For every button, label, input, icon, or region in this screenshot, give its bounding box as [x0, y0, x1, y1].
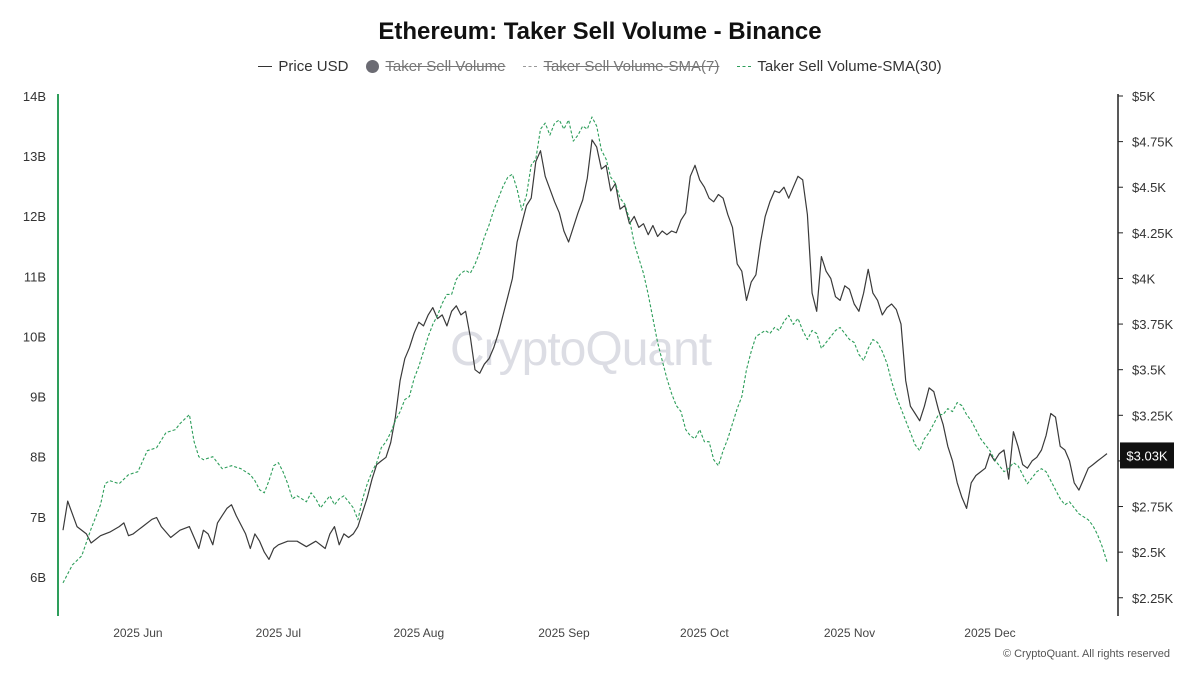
left-tick-label: 8B — [30, 450, 46, 465]
legend-label-price: Price USD — [278, 58, 349, 75]
right-tick-label: $2.5K — [1132, 545, 1166, 560]
right-tick-label: $3.5K — [1132, 363, 1166, 378]
left-tick-label: 10B — [23, 329, 46, 344]
x-tick-label: 2025 Aug — [393, 626, 444, 640]
price-series-line — [62, 139, 1108, 561]
x-tick-label: 2025 Sep — [538, 626, 590, 640]
right-tick-label: $4.5K — [1132, 180, 1166, 195]
right-tick-label: $4K — [1132, 271, 1155, 286]
x-tick-label: 2025 Jun — [113, 626, 162, 640]
right-tick-label: $4.75K — [1132, 135, 1174, 150]
right-tick-label: $3.25K — [1132, 408, 1174, 423]
dash-green-swatch — [737, 66, 752, 67]
right-tick-label: $2.25K — [1132, 591, 1174, 606]
left-tick-label: 11B — [24, 269, 46, 284]
legend-label-taker-sell-volume: Taker Sell Volume — [385, 58, 506, 75]
watermark: CryptoQuant — [450, 323, 712, 376]
chart-title: Ethereum: Taker Sell Volume - Binance — [378, 18, 822, 45]
right-tick-label: $3.75K — [1132, 317, 1174, 332]
copyright-footer: © CryptoQuant. All rights reserved — [1002, 648, 1170, 660]
x-tick-label: 2025 Nov — [824, 626, 875, 640]
x-tick-label: 2025 Oct — [680, 626, 729, 640]
left-tick-label: 7B — [30, 510, 46, 525]
current-price-badge — [1120, 442, 1174, 469]
sma30-series-line — [62, 116, 1108, 584]
left-tick-label: 12B — [23, 209, 46, 224]
right-tick-label: $2.75K — [1132, 500, 1174, 515]
right-tick-label: $5K — [1132, 89, 1155, 104]
left-tick-label: 13B — [23, 149, 46, 164]
legend-label-sma7: Taker Sell Volume-SMA(7) — [543, 58, 720, 75]
legend-label-sma30: Taker Sell Volume-SMA(30) — [757, 58, 942, 75]
price-line-swatch — [258, 66, 273, 67]
x-tick-label: 2025 Dec — [964, 626, 1015, 640]
left-tick-label: 6B — [30, 570, 46, 585]
x-tick-label: 2025 Jul — [256, 626, 301, 640]
legend-item-sma30[interactable]: Taker Sell Volume-SMA(30) — [737, 58, 942, 75]
left-tick-label: 14B — [23, 89, 46, 104]
chart-legend: Price USD Taker Sell Volume Taker Sell V… — [0, 58, 1200, 75]
right-tick-label: $4.25K — [1132, 226, 1174, 241]
legend-item-taker-sell-volume[interactable]: Taker Sell Volume — [366, 58, 505, 75]
legend-item-sma7[interactable]: Taker Sell Volume-SMA(7) — [523, 58, 719, 75]
left-tick-label: 9B — [30, 390, 46, 405]
legend-item-price[interactable]: Price USD — [258, 58, 348, 75]
current-price-label: $3.03K — [1126, 448, 1168, 463]
dot-swatch — [366, 60, 380, 73]
dash-swatch — [523, 66, 538, 67]
